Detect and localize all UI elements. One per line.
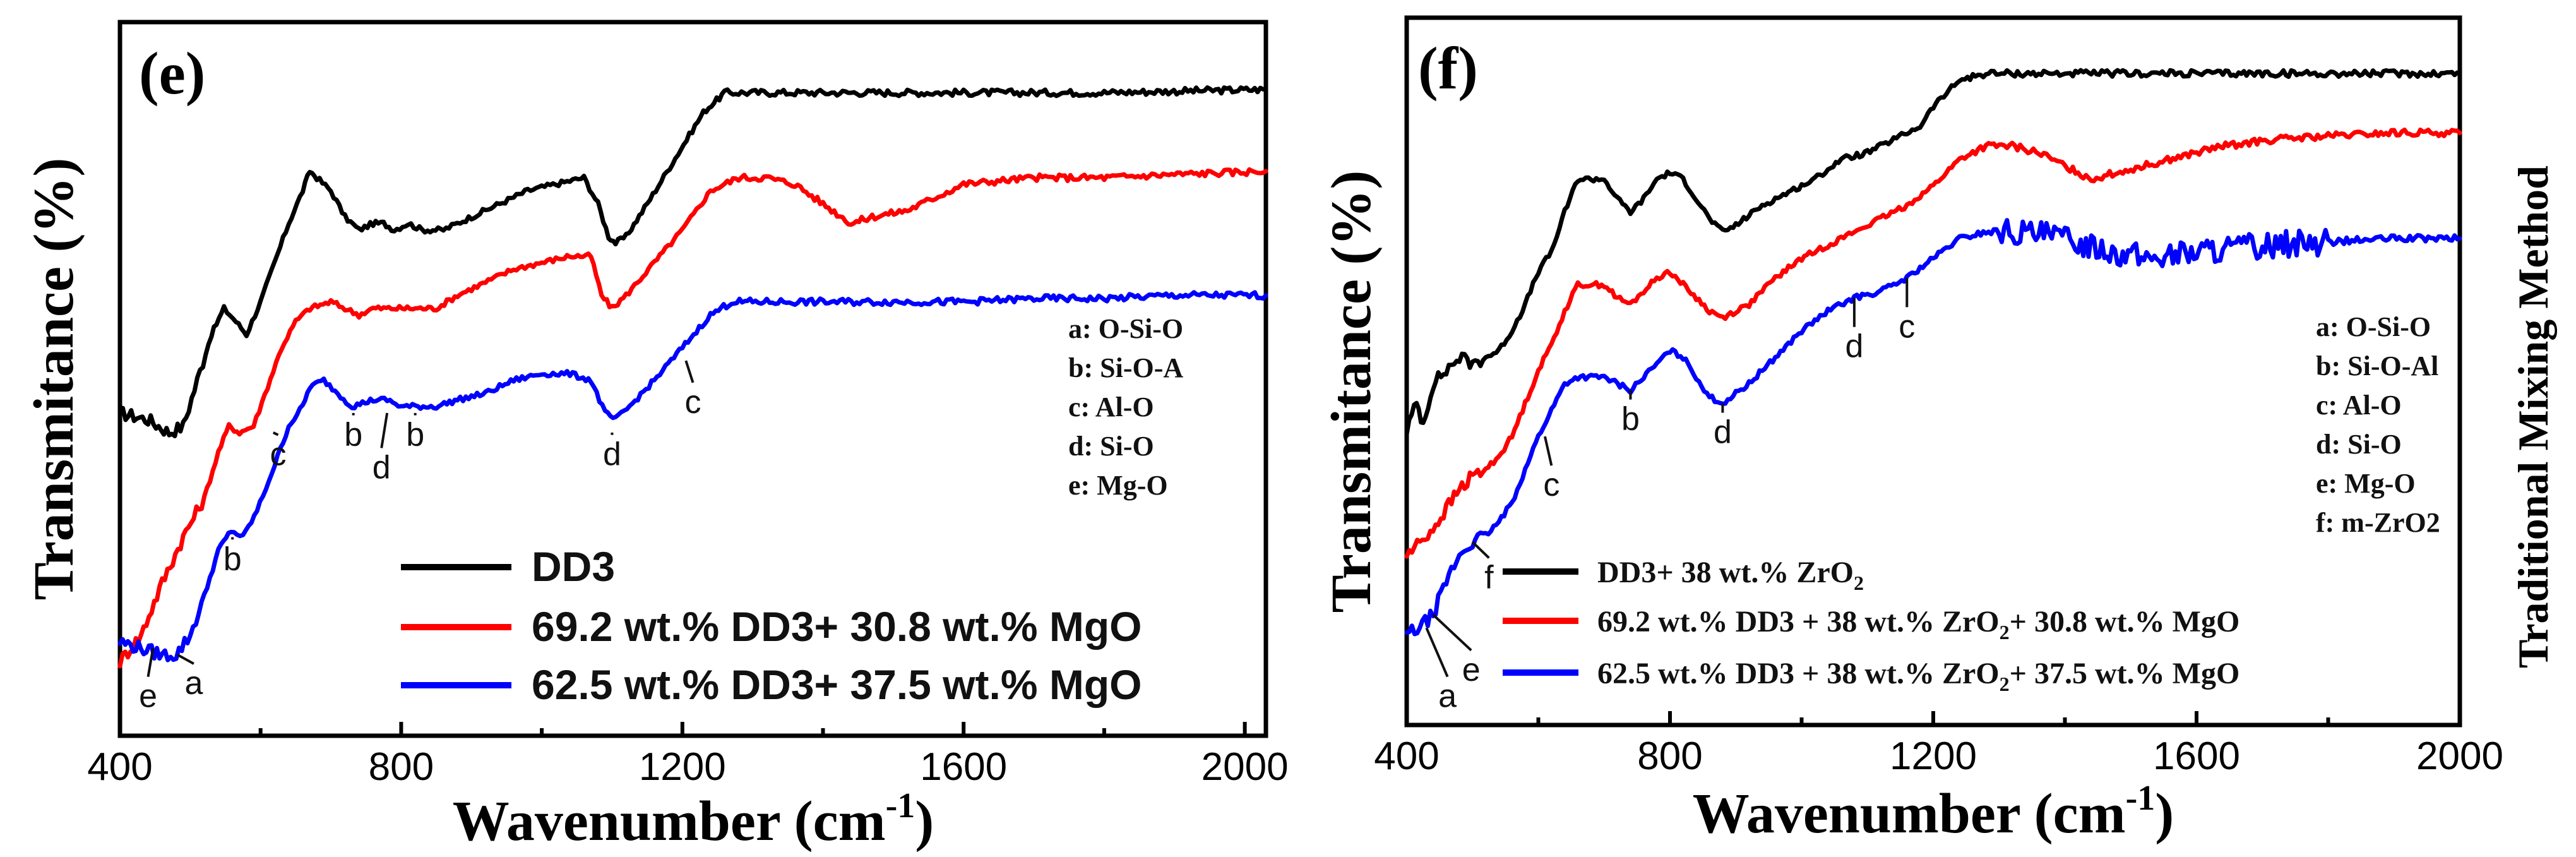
annotation-label: b [406,417,424,453]
legend-label-zro2: DD3+ 38 wt.% ZrO2 [1597,556,1864,594]
annotation-pointer [272,431,279,436]
panel-e-band-list: a: O-Si-O b: Si-O-A c: Al-O d: Si-O e: M… [1068,313,1183,501]
legend-text-tail: + 30.8 wt.% MgO [2010,605,2240,638]
panel-e-xlabel: Wavenumber (cm-1) [453,786,934,853]
legend-text: 62.5 wt.% DD3 + 38 wt.% ZrO [1597,657,2000,690]
x-tick-label: 800 [369,745,434,789]
panel-f-band-list: a: O-Si-O b: Si-O-Al c: Al-O d: Si-O e: … [2316,311,2440,538]
panel-e-series [117,85,1268,669]
band-assignment: e: Mg-O [1068,470,1168,501]
annotation-label: e [1462,652,1481,688]
annotation-pointer [684,360,695,383]
panel-f-series [1404,68,2462,637]
annotation-label: d [1845,328,1863,365]
band-assignment-main: f: m-ZrO2 [2316,507,2440,538]
band-assignment: c: Al-O [2316,390,2402,421]
panel-e-xlabel-main: Wavenumber (cm [453,790,886,853]
legend-subscript: 2 [2000,621,2010,644]
band-assignment: d: Si-O [2316,429,2402,460]
panel-f-x-ticks: 400 800 1200 1600 2000 [1374,711,2503,778]
x-tick-label: 400 [1374,734,1439,778]
series-line [117,85,1268,438]
panel-f-xlabel-sup: -1 [2126,779,2156,818]
panel-e-legend: DD3 69.2 wt.% DD3+ 30.8 wt.% MgO 62.5 wt… [401,543,1142,708]
panel-e-xlabel-end: ) [915,790,934,853]
band-assignment: a: O-Si-O [1068,313,1183,344]
series-line [117,290,1268,662]
legend-label-dd3: DD3 [532,543,615,590]
annotation-label: a [184,665,203,702]
annotation-pointer [1543,436,1553,466]
series-line [1404,128,2462,559]
band-assignment: b: Si-O-A [1068,352,1183,383]
x-tick-label: 1600 [920,745,1007,789]
annotation-label: c [1899,308,1915,345]
annotation-label: b [224,541,242,577]
annotation-pointer [1425,627,1449,678]
panel-e-ylabel: Transmitance (%) [23,158,85,601]
panel-e-x-ticks: 400 800 1200 1600 2000 [87,722,1289,789]
x-tick-label: 1200 [1890,734,1977,778]
x-tick-label: 400 [87,745,152,789]
legend-label-30-8-mgo: 69.2 wt.% DD3+ 30.8 wt.% MgO [532,603,1142,650]
series-line [117,167,1268,669]
legend-label-zro2-30-8-mgo: 69.2 wt.% DD3 + 38 wt.% ZrO2+ 30.8 wt.% … [1597,605,2239,644]
x-tick-label: 2000 [1202,745,1289,789]
band-assignment: e: Mg-O [2316,468,2416,499]
annotation-pointer [1471,541,1490,559]
annotation-label: b [1621,401,1640,438]
panel-f-xlabel-main: Wavenumber (cm [1693,782,2126,845]
panel-f: (f) Transmitance (%) Traditional Mixing … [1320,15,2557,845]
legend-label-zro2-37-5-mgo: 62.5 wt.% DD3 + 38 wt.% ZrO2+ 37.5 wt.% … [1597,657,2239,695]
x-tick-label: 800 [1637,734,1702,778]
annotation-label: d [373,449,391,486]
annotation-pointer [146,648,155,677]
panel-e-label: (e) [139,40,205,107]
annotation-label: b [344,417,362,453]
annotation-label: c [685,384,701,421]
annotation-pointer [380,412,389,448]
annotation-label: c [270,436,287,473]
legend-subscript: 2 [1854,572,1864,594]
band-assignment: a: O-Si-O [2316,311,2431,342]
panel-f-xlabel-end: ) [2155,782,2174,845]
series-line [1404,68,2462,437]
legend-text: DD3+ 38 wt.% ZrO [1597,556,1854,589]
panel-f-label: (f) [1418,35,1478,102]
annotation-label: c [1543,467,1559,503]
x-tick-label: 2000 [2416,734,2503,778]
legend-subscript: 2 [2000,673,2010,695]
annotation-label: d [1714,414,1732,451]
band-assignment: f: m-ZrO2 [2316,507,2440,538]
panel-f-xlabel: Wavenumber (cm-1) [1693,779,2174,845]
annotation-label: d [603,436,621,473]
band-assignment: d: Si-O [1068,431,1154,462]
band-assignment: b: Si-O-Al [2316,351,2438,381]
panel-e-xlabel-sup: -1 [886,786,915,825]
legend-label-37-5-mgo: 62.5 wt.% DD3+ 37.5 wt.% MgO [532,661,1142,708]
annotation-pointer [1432,613,1472,652]
panel-e: (e) Transmitance (%) 400 800 1200 1600 2000 … [23,20,1289,853]
annotation-label: f [1484,559,1494,596]
panel-f-side-title: Traditional Mixing Method [2509,165,2557,668]
annotation-label: e [139,678,157,715]
annotation-pointer [177,654,194,665]
legend-text: 69.2 wt.% DD3 + 38 wt.% ZrO [1597,605,2000,638]
x-tick-label: 1200 [639,745,726,789]
legend-text-tail: + 37.5 wt.% MgO [2010,657,2240,690]
panel-e-frame [117,20,1268,738]
series-line [1404,218,2462,637]
panel-f-legend: DD3+ 38 wt.% ZrO2 69.2 wt.% DD3 + 38 wt.… [1503,556,2239,695]
annotation-label: a [1438,678,1457,715]
panel-f-ylabel: Transmitance (%) [1320,171,1383,613]
band-assignment: c: Al-O [1068,392,1154,423]
x-tick-label: 1600 [2153,734,2240,778]
